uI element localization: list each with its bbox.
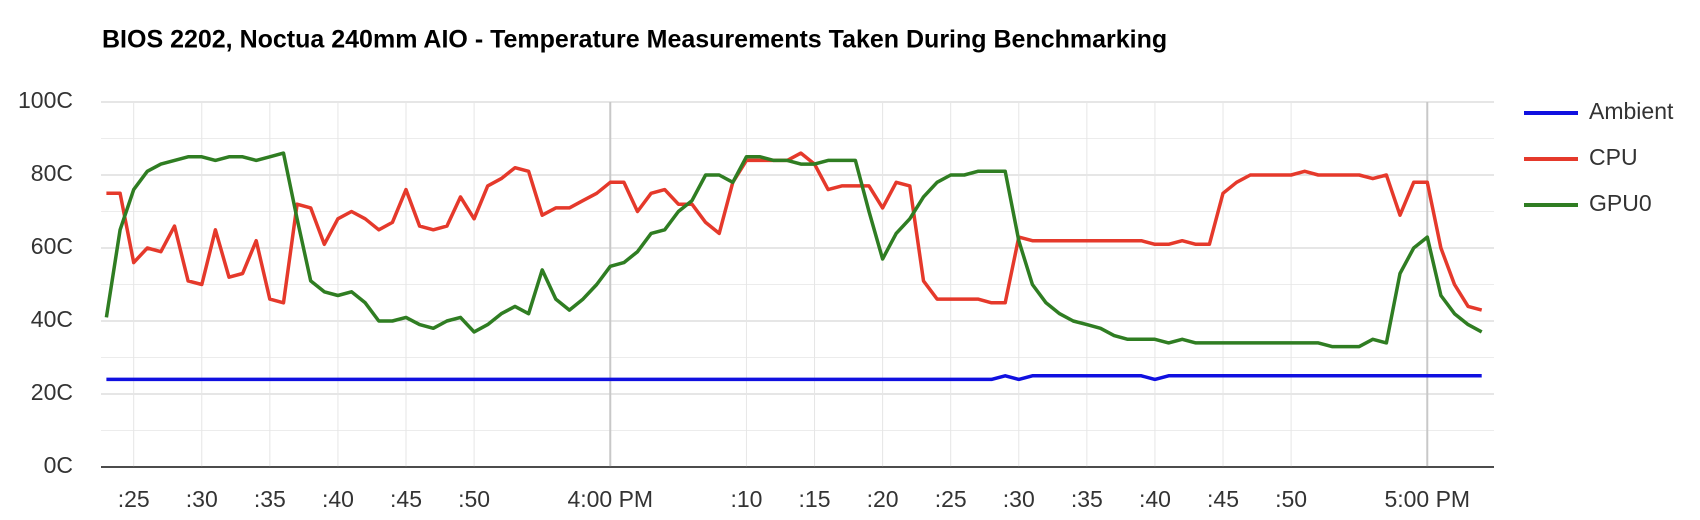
x-tick-label: :45 [390, 486, 422, 512]
x-tick-label: :30 [186, 486, 218, 512]
y-tick-label: 40C [31, 306, 73, 332]
legend-label: Ambient [1589, 98, 1674, 124]
x-tick-label: :40 [322, 486, 354, 512]
y-tick-label: 60C [31, 233, 73, 259]
chart-title: BIOS 2202, Noctua 240mm AIO - Temperatur… [102, 26, 1167, 54]
series-line [106, 151, 1483, 312]
legend-label: GPU0 [1589, 190, 1652, 216]
x-tick-label: :35 [254, 486, 286, 512]
y-tick-label: 20C [31, 379, 73, 405]
x-tick-label: :10 [730, 486, 762, 512]
x-tick-label: :25 [118, 486, 150, 512]
y-tick-label: 80C [31, 160, 73, 186]
x-tick-label: :50 [458, 486, 490, 512]
x-tick-label: :30 [1003, 486, 1035, 512]
x-tick-label: :35 [1071, 486, 1103, 512]
x-tick-label: 4:00 PM [567, 486, 653, 512]
x-tick-label: :20 [867, 486, 899, 512]
series-line [104, 151, 1483, 349]
x-tick-label: :15 [799, 486, 831, 512]
series-line [106, 374, 1482, 382]
x-tick-label: :40 [1139, 486, 1171, 512]
x-tick-label: 5:00 PM [1384, 486, 1470, 512]
x-tick-label: :25 [935, 486, 967, 512]
legend-label: CPU [1589, 144, 1638, 170]
x-tick-label: :50 [1275, 486, 1307, 512]
y-tick-label: 100C [18, 87, 73, 113]
x-tick-label: :45 [1207, 486, 1239, 512]
y-tick-label: 0C [44, 452, 73, 478]
